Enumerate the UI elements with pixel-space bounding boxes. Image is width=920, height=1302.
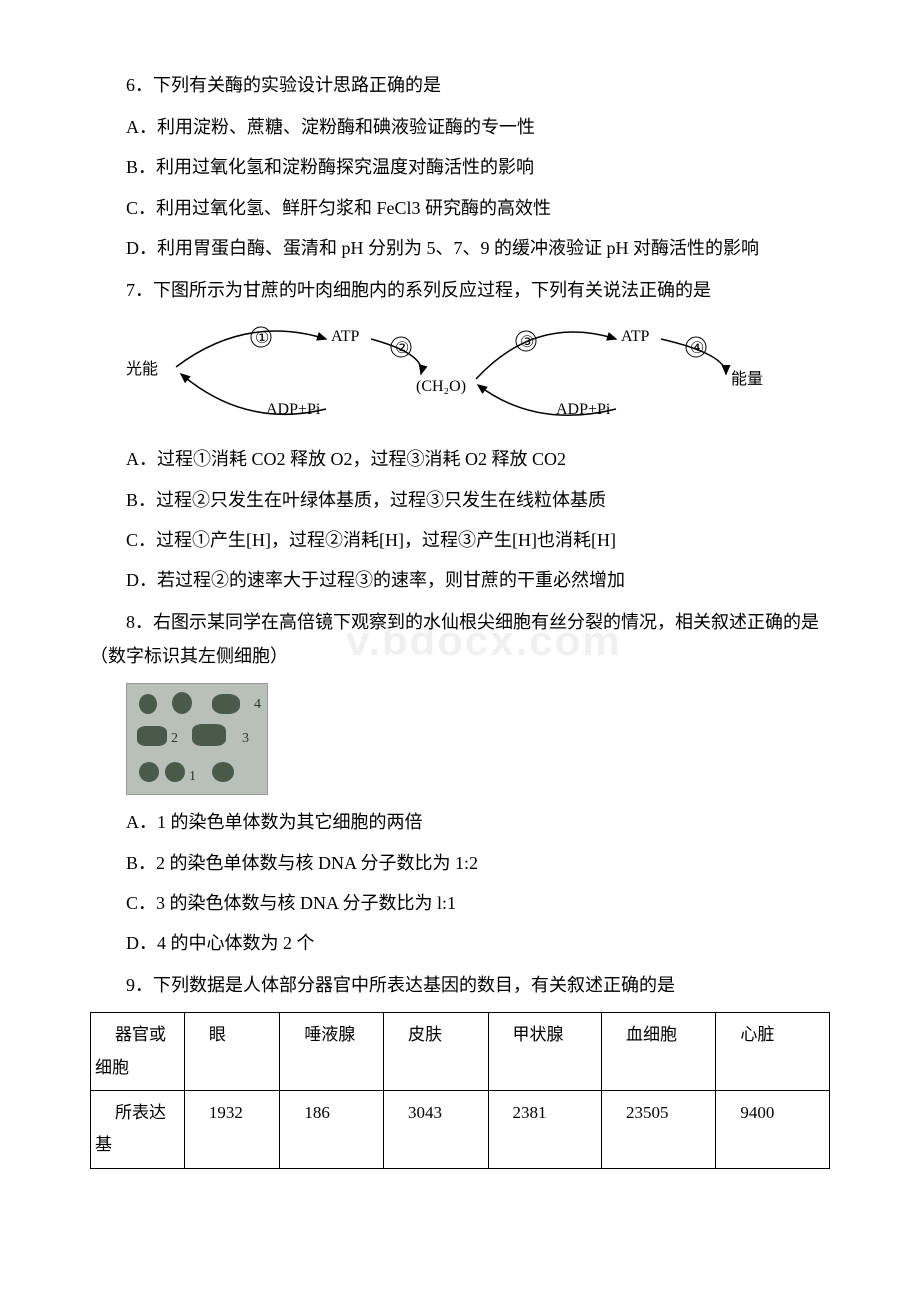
q8-option-d: D．4 的中心体数为 2 个 bbox=[90, 926, 830, 960]
diagram-n1: ① bbox=[255, 330, 269, 347]
diagram-adp2: ADP+Pi bbox=[556, 401, 611, 418]
value-saliva: 186 bbox=[284, 1097, 330, 1129]
value-blood: 23505 bbox=[606, 1097, 669, 1129]
q7-option-c: C．过程①产生[H]，过程②消耗[H]，过程③产生[H]也消耗[H] bbox=[90, 523, 830, 557]
header-skin: 皮肤 bbox=[388, 1019, 442, 1051]
table-data-row: 所表达基 1932 186 3043 2381 23505 9400 bbox=[91, 1090, 830, 1168]
q7-stem: 7．下图所示为甘蔗的叶肉细胞内的系列反应过程，下列有关说法正确的是 bbox=[90, 273, 830, 307]
diagram-energy: 能量 bbox=[731, 370, 763, 388]
q6-option-a: A．利用淀粉、蔗糖、淀粉酶和碘液验证酶的专一性 bbox=[90, 110, 830, 144]
q8-option-a: A．1 的染色单体数为其它细胞的两倍 bbox=[90, 805, 830, 839]
q7-diagram: 光能 ATP (CH₂O) ADP+Pi ① ② ATP 能量 ADP+Pi ③… bbox=[126, 319, 830, 430]
q8-option-c: C．3 的染色体数与核 DNA 分子数比为 l:1 bbox=[90, 886, 830, 920]
diagram-atp2: ATP bbox=[621, 328, 650, 345]
header-heart: 心脏 bbox=[720, 1019, 774, 1051]
header-thyroid: 甲状腺 bbox=[493, 1019, 564, 1051]
diagram-adp1: ADP+Pi bbox=[266, 401, 321, 418]
diagram-n3: ③ bbox=[520, 334, 534, 351]
q6-option-b: B．利用过氧化氢和淀粉酶探究温度对酶活性的影响 bbox=[90, 150, 830, 184]
q7-option-a: A．过程①消耗 CO2 释放 O2，过程③消耗 O2 释放 CO2 bbox=[90, 442, 830, 476]
diagram-atp1: ATP bbox=[331, 328, 360, 345]
diagram-light: 光能 bbox=[126, 360, 158, 378]
q8-option-b: B．2 的染色单体数与核 DNA 分子数比为 1:2 bbox=[90, 846, 830, 880]
diagram-n2: ② bbox=[395, 340, 409, 357]
q7-option-d: D．若过程②的速率大于过程③的速率，则甘蔗的干重必然增加 bbox=[90, 563, 830, 597]
diagram-n4: ④ bbox=[690, 340, 704, 357]
q7-option-b: B．过程②只发生在叶绿体基质，过程③只发生在线粒体基质 bbox=[90, 483, 830, 517]
value-thyroid: 2381 bbox=[493, 1097, 547, 1129]
header-blood: 血细胞 bbox=[606, 1019, 677, 1051]
q6-option-c: C．利用过氧化氢、鲜肝匀浆和 FeCl3 研究酶的高效性 bbox=[90, 191, 830, 225]
value-eye: 1932 bbox=[189, 1097, 243, 1129]
q8-microscope-image: 4 2 3 1 bbox=[126, 683, 268, 795]
q6-option-d: D．利用胃蛋白酶、蛋清和 pH 分别为 5、7、9 的缓冲液验证 pH 对酶活性… bbox=[90, 231, 830, 265]
row-label-genes: 所表达基 bbox=[95, 1103, 166, 1154]
header-eye: 眼 bbox=[189, 1019, 226, 1051]
value-heart: 9400 bbox=[720, 1097, 774, 1129]
q9-table: 器官或细胞 眼 唾液腺 皮肤 甲状腺 血细胞 心脏 所表达基 1932 186 … bbox=[90, 1012, 830, 1168]
value-skin: 3043 bbox=[388, 1097, 442, 1129]
q9-stem: 9．下列数据是人体部分器官中所表达基因的数目，有关叙述正确的是 bbox=[90, 968, 830, 1002]
header-saliva: 唾液腺 bbox=[284, 1019, 355, 1051]
diagram-ch2o: (CH₂O) bbox=[416, 378, 466, 395]
q8-stem: 8．右图示某同学在高倍镜下观察到的水仙根尖细胞有丝分裂的情况，相关叙述正确的是（… bbox=[90, 605, 830, 673]
header-organ: 器官或细胞 bbox=[95, 1025, 166, 1076]
table-header-row: 器官或细胞 眼 唾液腺 皮肤 甲状腺 血细胞 心脏 bbox=[91, 1013, 830, 1091]
q6-stem: 6．下列有关酶的实验设计思路正确的是 bbox=[90, 68, 830, 102]
